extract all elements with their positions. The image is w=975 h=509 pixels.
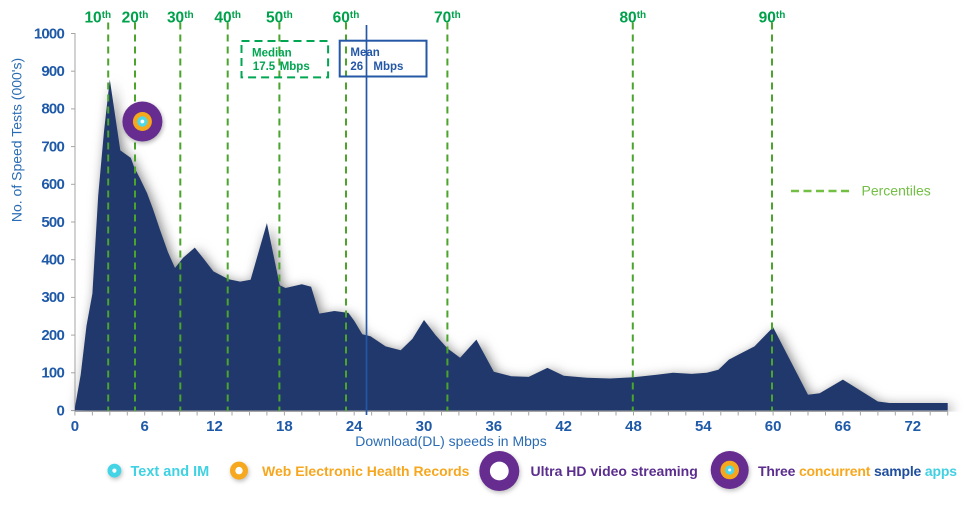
svg-text:66: 66 xyxy=(835,418,852,435)
svg-text:Mbps: Mbps xyxy=(373,61,403,73)
svg-text:300: 300 xyxy=(41,289,64,306)
svg-text:17.5: 17.5 xyxy=(253,61,276,73)
svg-text:Web Electronic Health Records: Web Electronic Health Records xyxy=(262,463,470,479)
svg-text:Percentiles: Percentiles xyxy=(862,183,931,199)
svg-text:0: 0 xyxy=(56,402,64,419)
svg-text:Ultra HD video streaming: Ultra HD video streaming xyxy=(531,463,698,479)
svg-text:Three concurrent sample apps: Three concurrent sample apps xyxy=(758,463,957,479)
svg-text:26: 26 xyxy=(350,61,363,73)
svg-text:100: 100 xyxy=(41,365,64,382)
svg-text:12: 12 xyxy=(206,418,223,435)
svg-text:60: 60 xyxy=(765,418,782,435)
svg-text:42: 42 xyxy=(555,418,572,435)
svg-text:600: 600 xyxy=(41,176,64,193)
svg-text:30: 30 xyxy=(416,418,433,435)
svg-text:Text and IM: Text and IM xyxy=(131,464,210,480)
svg-text:36: 36 xyxy=(485,418,502,435)
svg-text:48: 48 xyxy=(625,418,642,435)
svg-text:700: 700 xyxy=(41,138,64,155)
svg-text:900: 900 xyxy=(41,63,64,80)
svg-text:Mbps: Mbps xyxy=(280,61,310,73)
svg-text:0: 0 xyxy=(71,418,79,435)
svg-text:No. of Speed Tests (000's): No. of Speed Tests (000's) xyxy=(9,58,25,222)
svg-text:Median: Median xyxy=(252,47,292,59)
svg-text:18: 18 xyxy=(276,418,293,435)
svg-text:400: 400 xyxy=(41,252,64,269)
svg-text:Download(DL) speeds in Mbps: Download(DL) speeds in Mbps xyxy=(355,433,546,449)
svg-text:800: 800 xyxy=(41,101,64,118)
svg-text:200: 200 xyxy=(41,327,64,344)
svg-text:72: 72 xyxy=(904,418,921,435)
svg-text:1000: 1000 xyxy=(34,25,65,42)
svg-text:54: 54 xyxy=(695,418,712,435)
svg-text:500: 500 xyxy=(41,214,64,231)
svg-text:6: 6 xyxy=(141,418,149,435)
svg-text:Mean: Mean xyxy=(350,47,379,59)
svg-text:24: 24 xyxy=(346,418,363,435)
